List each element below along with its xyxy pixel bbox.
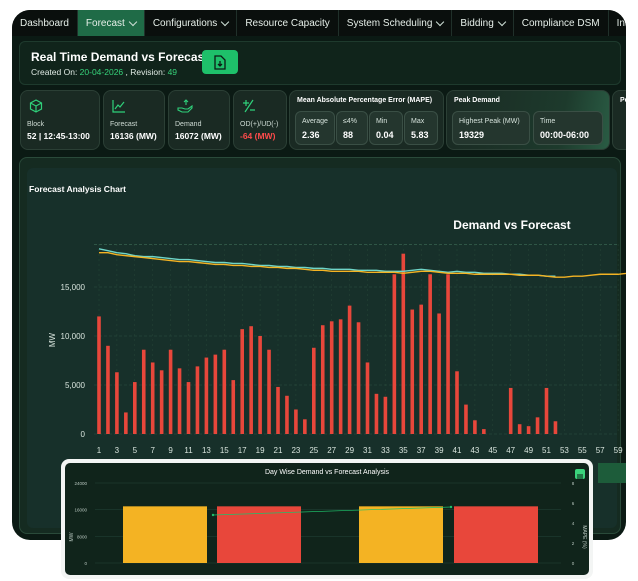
kpi-value: 16136 (MW) [110,131,157,141]
nav-label: Dashboard [20,17,69,29]
mape-min-label: Min [376,118,388,125]
nav-label: Resource Capacity [245,17,330,29]
peak-time: Time 00:00-06:00 [533,111,603,145]
mape-max: Max 5.83 [404,111,438,145]
y2-tick-label: 6 [572,501,575,506]
mape-point [211,513,215,517]
chart-menu-button[interactable] [575,469,585,480]
kpi-value: 16072 (MW) [175,131,222,141]
nav-label: Forecast [85,17,125,29]
mape-min: Min 0.04 [369,111,403,145]
mape-average: Average 2.36 [295,111,335,145]
kpi-odud: OD(+)/UD(-) -64 (MW) [233,90,287,150]
nav-dashboard[interactable]: Dashboard [12,10,78,36]
created-label: Created On: [31,67,80,77]
peak-time-label: Time [540,118,556,125]
mape-max-value: 5.83 [411,130,429,140]
day-bar [359,506,443,563]
nav-label: Bidding [460,17,494,29]
scroll-handle[interactable] [598,463,626,483]
kpi-demand: Demand 16072 (MW) [168,90,230,150]
kpi-value: 52 | 12:45-13:00 [27,131,90,141]
day-bar [217,506,301,563]
page-header: Real Time Demand vs Forecast Created On:… [19,41,621,85]
next-kpi-group: Pe [612,90,626,150]
peak-highest-label: Highest Peak (MW) [459,118,520,125]
trend-icon [112,100,125,113]
y-tick-label: 8000 [77,534,88,539]
nav-bidding[interactable]: Bidding [452,10,514,36]
nav-label: Compliance DSM [521,17,600,29]
mape-average-value: 2.36 [302,130,320,140]
day-wise-chart: Day Wise Demand vs Forecast Analysis 0 800… [69,469,587,566]
y-axis-label: MW [69,532,75,541]
mape-min-value: 0.04 [376,130,394,140]
day-bar [123,506,207,563]
mape-le4-value: 88 [343,130,354,140]
nav-insights[interactable]: Insights [609,10,626,36]
panel-title: Forecast Analysis Chart [29,184,126,194]
nav-label: System Scheduling [346,17,433,29]
kpi-forecast: Forecast 16136 (MW) [103,90,165,150]
nav-label: Configurations [152,17,218,29]
peak-highest: Highest Peak (MW) 19329 [452,111,530,145]
kpi-value: -64 (MW) [240,131,276,141]
revision-label: , Revision: [123,67,168,77]
created-date: 20-04-2026 [79,67,124,77]
kpi-label: OD(+)/UD(-) [240,121,279,128]
page-title: Real Time Demand vs Forecast [31,50,209,64]
mape-max-label: Max [411,118,425,125]
chevron-down-icon [436,17,445,26]
nav-compliance-dsm[interactable]: Compliance DSM [514,10,609,36]
y-tick-label: 24000 [74,481,87,486]
download-file-icon [214,54,226,70]
y2-tick-label: 0 [572,561,575,566]
chevron-down-icon [497,17,507,26]
next-group-title: Pe [620,97,626,104]
chevron-down-icon [128,17,138,26]
nav-label: Insights [616,17,626,29]
day-wise-overlay-card: Day Wise Demand vs Forecast Analysis 0 800… [61,459,593,579]
peak-group: Peak Demand Highest Peak (MW) 19329 Time… [446,90,610,150]
y2-tick-label: 8 [572,481,575,486]
cube-icon [29,99,43,113]
y2-tick-label: 2 [572,541,575,546]
mape-title: Mean Absolute Percentage Error (MAPE) [297,97,433,104]
day-bar [454,506,538,563]
mape-le4: ≤4% 88 [336,111,368,145]
download-button[interactable] [202,50,238,74]
revision-number: 49 [167,67,178,77]
kpi-label: Block [27,121,45,128]
mape-le4-label: ≤4% [343,118,357,125]
mape-average-label: Average [302,118,328,125]
y-tick-label: 16000 [74,508,87,513]
mape-group: Mean Absolute Percentage Error (MAPE) Av… [289,90,444,150]
nav-system-scheduling[interactable]: System Scheduling [339,10,453,36]
nav-resource-capacity[interactable]: Resource Capacity [237,10,339,36]
peak-time-value: 00:00-06:00 [540,130,590,140]
y2-axis-label: MAPE (%) [581,525,587,549]
y-tick-label: 0 [84,561,87,566]
kpi-block: Block 52 | 12:45-13:00 [20,90,100,150]
y2-tick-label: 4 [572,521,575,526]
mape-point [449,505,453,509]
nav-configurations[interactable]: Configurations [145,10,238,36]
mape-line [212,506,452,516]
top-nav: Dashboard Forecast Configurations Resour… [12,10,626,36]
chevron-down-icon [221,17,230,26]
kpi-label: Demand [175,121,202,128]
peak-highest-value: 19329 [459,130,485,140]
hand-icon [177,99,193,113]
created-info: Created On: 20-04-2026 , Revision: 49 [31,67,177,77]
hamburger-icon [577,474,583,480]
plus-minus-icon [243,99,255,113]
kpi-label: Forecast [110,121,138,128]
peak-title: Peak Demand [454,97,500,104]
nav-forecast[interactable]: Forecast [77,10,145,36]
day-chart-title: Day Wise Demand vs Forecast Analysis [265,469,390,476]
